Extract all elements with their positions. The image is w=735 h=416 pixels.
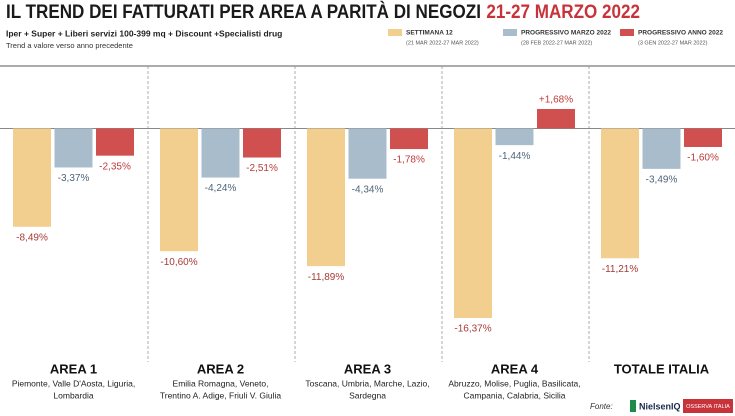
category-sublabel: Sardegna [349,390,386,400]
bar [684,128,722,147]
partner-box [683,399,733,413]
category-sublabel: Lombardia [53,390,93,400]
value-label: -2,51% [246,163,278,174]
value-label: -4,34% [352,184,384,195]
category-label: TOTALE ITALIA [614,361,710,376]
value-label: -11,21% [602,264,639,275]
logo-icon [630,400,636,412]
category-sublabel: Toscana, Umbria, Marche, Lazio, [305,378,429,388]
category-sublabel: Trentino A. Adige, Friuli V. Giulia [160,390,282,400]
partner: OSSERVA ITALIA [686,404,730,410]
value-label: -16,37% [454,324,491,335]
legend-swatch [503,29,517,36]
value-label: -8,49% [16,232,48,243]
legend-label: PROGRESSIVO ANNO 2022 [638,30,723,37]
category-sublabel: Campania, Calabria, Sicilia [463,390,565,400]
bar [390,128,428,150]
legend-period: (3 GEN 2022-27 MAR 2022) [638,40,708,46]
category-sublabel: Abruzzo, Molise, Puglia, Basilicata, [448,378,580,388]
category-label: AREA 4 [491,361,539,376]
legend-swatch [620,29,634,36]
bar [96,128,134,156]
category-label: AREA 2 [197,361,244,376]
bar [454,128,492,318]
bar [160,128,198,252]
category-label: AREA 1 [50,361,97,376]
bar [243,128,281,158]
value-label: -2,35% [99,161,131,172]
category-sublabel: Piemonte, Valle D'Aosta, Liguria, [12,378,135,388]
title-date: 21-27 MARZO 2022 [486,2,640,23]
value-label: -3,49% [646,175,678,186]
value-label: -1,78% [393,155,425,166]
bar [642,128,681,169]
chart-title: IL TREND DEI FATTURATI PER AREA A PARITÀ… [6,1,640,23]
legend-swatch [388,29,402,36]
legend-label: PROGRESSIVO MARZO 2022 [521,30,611,37]
value-label: -11,89% [308,272,345,283]
value-label: -3,37% [58,173,90,184]
note: Trend a valore verso anno precedente [6,41,133,50]
value-label: -10,60% [160,257,197,268]
bar [307,128,345,267]
value-label: +1,68% [539,95,573,106]
legend-period: (28 FEB 2022-27 MAR 2022) [521,40,592,46]
bar [495,128,534,146]
subtitle: Iper + Super + Liberi servizi 100-399 mq… [6,28,282,38]
legend-label: SETTIMANA 12 [406,30,453,37]
value-label: -1,44% [499,151,531,162]
bar [13,128,51,227]
title-main: IL TREND DEI FATTURATI PER AREA A PARITÀ… [6,1,481,23]
bar [348,128,387,179]
bar [601,128,639,259]
bar [201,128,240,178]
value-label: -4,24% [205,183,237,194]
category-label: AREA 3 [344,361,391,376]
legend-period: (21 MAR 2022-27 MAR 2022) [406,40,479,46]
value-label: -1,60% [687,153,719,164]
source: Fonte: [590,402,613,411]
bar [537,109,575,129]
category-sublabel: Emilia Romagna, Veneto, [173,378,269,388]
bar [54,128,93,168]
logo: NielsenIQ [639,401,681,411]
